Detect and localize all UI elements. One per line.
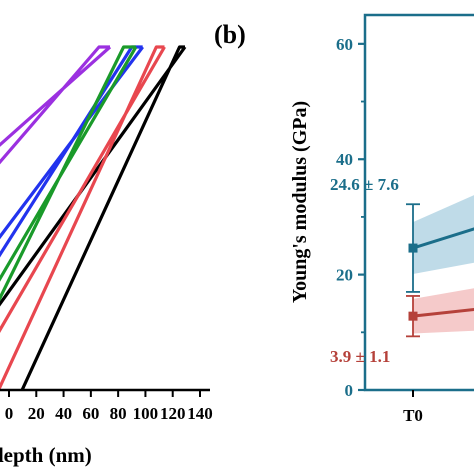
panel-a-x-tick-label: 120 bbox=[160, 404, 186, 423]
panel-a-curve-purple bbox=[0, 45, 112, 165]
panel-a-x-tick-label: 60 bbox=[82, 404, 99, 423]
panel-b-y-tick-label: 60 bbox=[336, 35, 353, 54]
panel-b-band-red bbox=[413, 288, 474, 334]
panel-b-frame bbox=[363, 13, 474, 392]
panel-b-annotation-red: 3.9 ± 1.1 bbox=[330, 347, 390, 366]
panel-b-series-group: 24.6 ± 7.6 3.9 ± 1.1 bbox=[330, 175, 474, 366]
panel-a-curve-red bbox=[0, 45, 166, 390]
panel-a-x-tick-label: 0 bbox=[5, 404, 14, 423]
panel-b-y-tick-label: 40 bbox=[336, 150, 353, 169]
panel-a-x-tick-label: 40 bbox=[55, 404, 72, 423]
panel-b-line-blue bbox=[412, 227, 474, 250]
panel-a-x-ticks: 0 20 40 60 80 100 120 140 bbox=[5, 390, 213, 423]
panel-b-y-ticks: 0 20 40 60 bbox=[336, 35, 365, 400]
panel-b-marker-red bbox=[408, 311, 418, 321]
panel-a-x-tick-label: 80 bbox=[110, 404, 127, 423]
panel-a-x-axis-label: depth (nm) bbox=[0, 443, 92, 467]
panel-b-marker-blue bbox=[408, 243, 418, 253]
panel-a-curve-green bbox=[0, 45, 138, 302]
panel-b-line-red bbox=[412, 307, 474, 318]
panel-b-annotation-blue: 24.6 ± 7.6 bbox=[330, 175, 399, 194]
panel-a: 0 20 40 60 80 100 120 140 depth (nm) bbox=[0, 45, 213, 467]
panel-b-x-ticks: T0 bbox=[403, 390, 423, 425]
panel-b-label: (b) bbox=[214, 20, 246, 49]
panel-a-x-tick-label: 20 bbox=[28, 404, 45, 423]
panel-a-x-tick-label: 100 bbox=[133, 404, 159, 423]
panel-b-y-tick-label: 20 bbox=[336, 266, 353, 285]
panel-a-series-group bbox=[0, 45, 187, 390]
panel-b-band-blue bbox=[413, 195, 474, 275]
panel-a-curve-black bbox=[0, 45, 187, 390]
panel-a-x-tick-label: 140 bbox=[187, 404, 213, 423]
panel-b: (b) 0 20 40 60 T0 Young's modulus (GPa) 24.… bbox=[214, 13, 474, 425]
panel-b-x-tick-label: T0 bbox=[403, 406, 423, 425]
panel-b-y-tick-label: 0 bbox=[345, 381, 354, 400]
panel-b-y-axis-label: Young's modulus (GPa) bbox=[289, 101, 311, 303]
